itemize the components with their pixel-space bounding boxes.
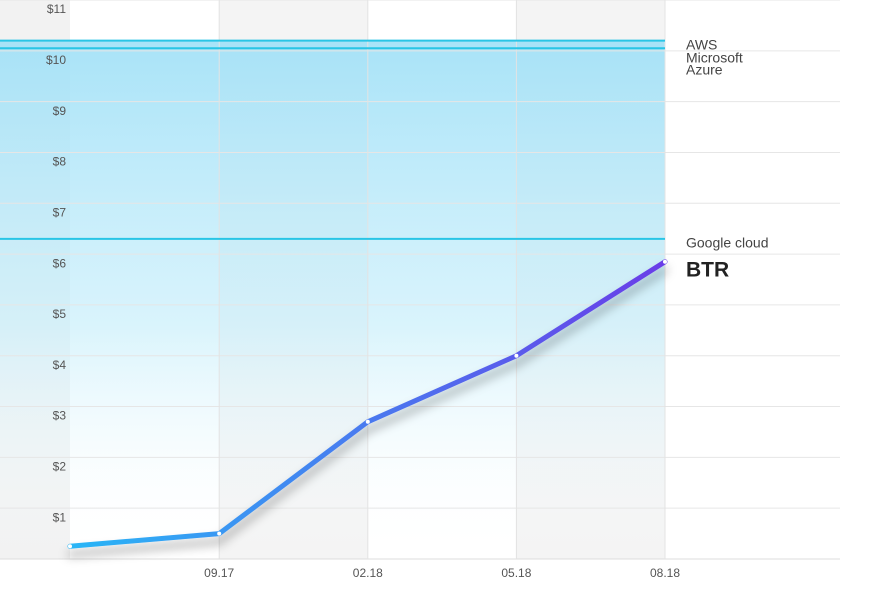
x-tick-label: 02.18 bbox=[353, 566, 383, 580]
y-tick-label: $7 bbox=[53, 205, 67, 219]
data-point bbox=[514, 353, 519, 358]
data-point bbox=[663, 259, 667, 264]
reference-label: Microsoft Azure bbox=[686, 49, 743, 77]
reference-label: AWS bbox=[686, 36, 717, 52]
y-tick-label: $4 bbox=[53, 358, 67, 372]
y-tick-label: $6 bbox=[53, 256, 67, 270]
y-tick-label: $8 bbox=[53, 155, 67, 169]
x-tick-label: 05.18 bbox=[501, 566, 531, 580]
y-tick-label: $11 bbox=[47, 2, 66, 16]
data-point bbox=[68, 544, 72, 549]
y-tick-label: $3 bbox=[53, 409, 67, 423]
x-tick-label: 09.17 bbox=[204, 566, 234, 580]
y-tick-label: $1 bbox=[53, 510, 67, 524]
y-tick-label: $10 bbox=[46, 53, 66, 67]
x-tick-label: 08.18 bbox=[650, 566, 680, 580]
reference-area bbox=[0, 40, 665, 560]
data-point bbox=[217, 531, 222, 536]
y-tick-label: $9 bbox=[53, 104, 67, 118]
data-point bbox=[365, 419, 370, 424]
reference-label: Google cloud bbox=[686, 235, 769, 251]
y-tick-label: $5 bbox=[53, 307, 67, 321]
series-label: BTR bbox=[686, 258, 729, 281]
y-tick-label: $2 bbox=[53, 460, 67, 474]
